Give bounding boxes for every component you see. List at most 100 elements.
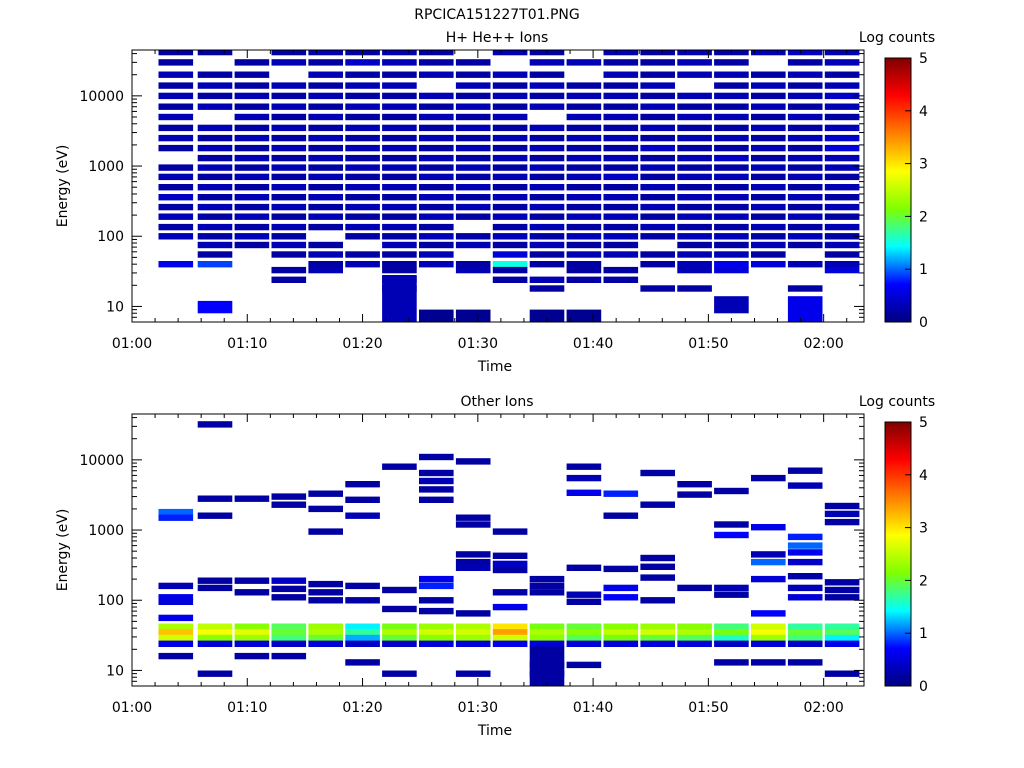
heatmap-cell — [419, 477, 454, 485]
heatmap-cell — [308, 213, 343, 220]
heatmap-cell — [787, 623, 823, 630]
heatmap-cell — [455, 266, 491, 274]
heatmap-cell — [234, 59, 270, 66]
heatmap-cell — [824, 124, 860, 132]
panel-2-plot-frame — [131, 413, 865, 687]
heatmap-cell — [455, 261, 491, 268]
heatmap-cell — [824, 92, 860, 100]
heatmap-cell — [234, 623, 270, 630]
heatmap-cell — [455, 558, 491, 566]
heatmap-cell — [455, 514, 491, 521]
heatmap-cell — [158, 223, 194, 231]
heatmap-cell — [382, 241, 417, 249]
heatmap-cell — [158, 194, 194, 201]
heatmap-cell — [197, 173, 233, 181]
heatmap-cell — [603, 565, 639, 573]
heatmap-cell — [714, 124, 749, 132]
heatmap-cell — [677, 113, 712, 121]
heatmap-cell — [677, 266, 712, 274]
heatmap-cell — [677, 623, 712, 630]
heatmap-cell — [158, 92, 194, 100]
heatmap-cell — [677, 241, 712, 249]
panel-2-colorbar: 0 1 2 3 4 5 — [884, 415, 928, 695]
heatmap-cell — [529, 582, 565, 590]
heatmap-cell — [751, 551, 786, 558]
heatmap-cell — [492, 223, 528, 231]
heatmap-cell — [751, 113, 786, 121]
heatmap-cell — [566, 194, 602, 201]
heatmap-cell — [158, 103, 194, 110]
heatmap-cell — [455, 309, 491, 322]
heatmap-cell — [787, 573, 823, 580]
heatmap-cell — [382, 113, 417, 121]
heatmap-cell — [751, 233, 786, 240]
heatmap-cell — [787, 203, 823, 211]
heatmap-cell — [455, 59, 491, 66]
heatmap-cell — [529, 164, 565, 171]
heatmap-cell — [382, 640, 417, 647]
heatmap-cell — [677, 491, 712, 498]
heatmap-cell — [824, 134, 860, 142]
heatmap-cell — [455, 113, 491, 121]
heatmap-cell — [529, 285, 565, 292]
heatmap-cell — [419, 469, 454, 477]
heatmap-cell — [492, 134, 528, 142]
heatmap-cell — [640, 82, 675, 89]
heatmap-cell — [419, 597, 454, 604]
heatmap-cell — [640, 154, 675, 162]
heatmap-cell — [197, 92, 233, 100]
heatmap-cell — [345, 71, 380, 78]
heatmap-cell — [492, 92, 528, 100]
heatmap-cell — [751, 194, 786, 201]
heatmap-cell — [419, 154, 454, 162]
heatmap-cell — [234, 577, 270, 584]
heatmap-cell — [158, 508, 194, 516]
heatmap-cell — [714, 59, 749, 66]
colorbar-tick-label: 2 — [919, 209, 928, 225]
heatmap-cell — [529, 194, 565, 201]
heatmap-cell — [345, 164, 380, 171]
panel-1-x-axis-label: Time — [477, 359, 512, 375]
heatmap-cell — [787, 194, 823, 201]
heatmap-cell — [603, 173, 639, 181]
heatmap-cell — [714, 261, 749, 268]
heatmap-cell — [751, 640, 786, 647]
heatmap-cell — [197, 203, 233, 211]
heatmap-cell — [492, 603, 528, 611]
heatmap-cell — [566, 640, 602, 647]
heatmap-cell — [271, 50, 307, 56]
heatmap-cell — [640, 223, 675, 231]
heatmap-cell — [714, 113, 749, 121]
panel-2-colorbar-label: Log counts — [859, 394, 935, 410]
heatmap-cell — [234, 213, 270, 220]
heatmap-cell — [271, 154, 307, 162]
heatmap-cell — [529, 589, 565, 596]
heatmap-cell — [751, 71, 786, 78]
panel-1-plot-frame — [131, 49, 865, 323]
heatmap-cell — [677, 233, 712, 240]
heatmap-cell — [271, 184, 307, 191]
x-tick-label: 01:10 — [227, 700, 267, 716]
heatmap-cell — [787, 223, 823, 231]
heatmap-cell — [640, 574, 675, 581]
panel-1-colorbar-label: Log counts — [859, 30, 935, 46]
heatmap-cell — [751, 134, 786, 142]
heatmap-cell — [308, 134, 343, 142]
heatmap-cell — [492, 164, 528, 171]
heatmap-cell — [492, 113, 528, 121]
heatmap-cell — [455, 164, 491, 171]
heatmap-cell — [529, 144, 565, 152]
heatmap-cell — [234, 233, 270, 240]
heatmap-cell — [787, 59, 823, 66]
heatmap-cell — [714, 634, 749, 642]
heatmap-cell — [308, 184, 343, 191]
heatmap-cell — [824, 579, 860, 586]
heatmap-cell — [419, 261, 454, 268]
heatmap-cell — [492, 266, 528, 274]
heatmap-cell — [492, 528, 528, 535]
heatmap-cell — [197, 634, 233, 642]
heatmap-cell — [271, 251, 307, 258]
panel-other-ions: Other Ions Log counts 01:00 01:10 01:20 01:… — [55, 394, 935, 739]
heatmap-cell — [714, 623, 749, 630]
heatmap-cell — [640, 554, 675, 562]
